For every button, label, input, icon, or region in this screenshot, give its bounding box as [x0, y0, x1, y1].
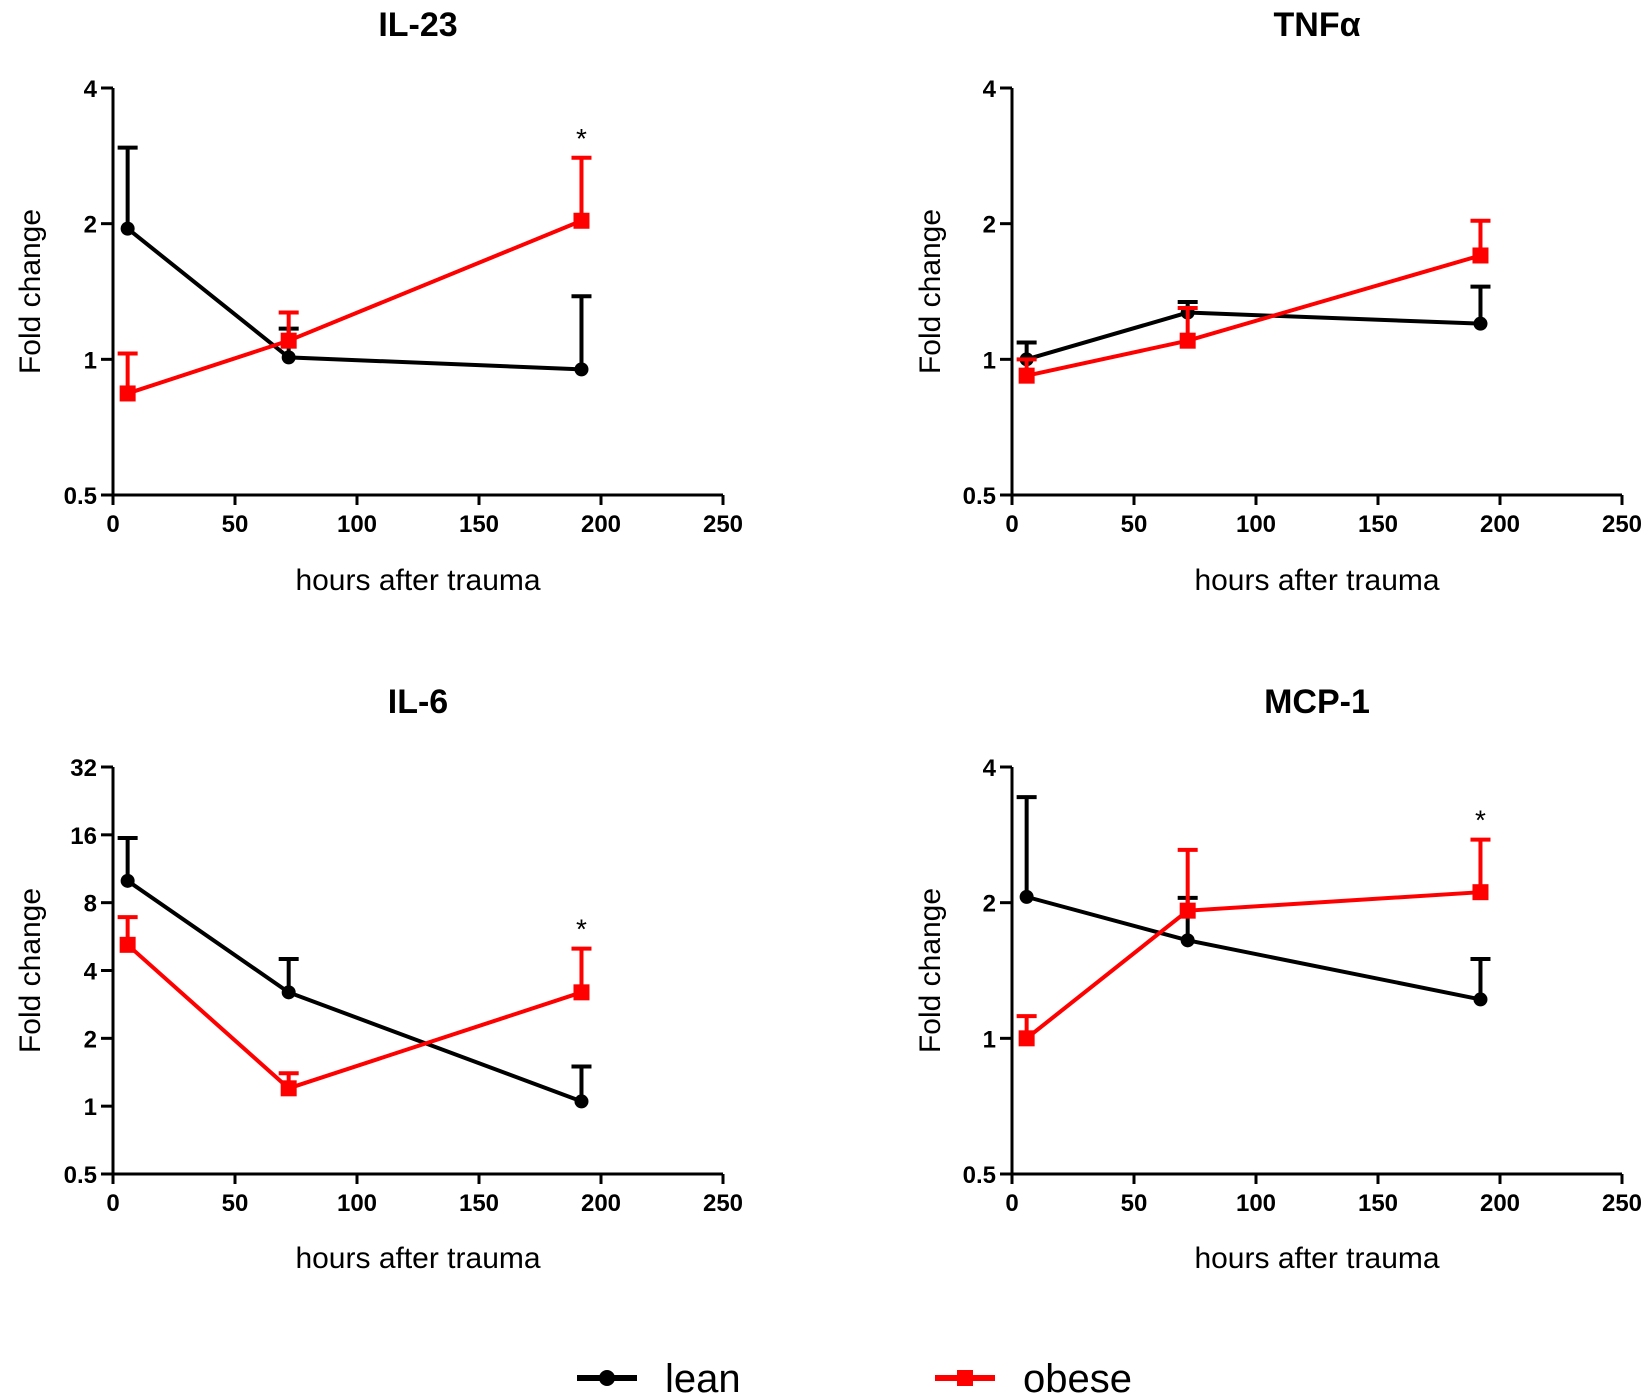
chart-title: MCP-1 [1264, 683, 1370, 721]
y-tick-label: 2 [983, 891, 996, 918]
x-axis-label: hours after trauma [295, 1242, 540, 1275]
legend: lean obese [577, 1357, 1132, 1393]
series-lean [117, 835, 592, 1109]
x-tick-label: 0 [1005, 1190, 1018, 1217]
data-point [574, 1094, 589, 1109]
x-tick-label: 0 [1005, 511, 1018, 538]
x-axis-label: hours after trauma [1194, 564, 1439, 597]
x-tick-label: 250 [703, 1190, 743, 1217]
series-obese [117, 915, 592, 1097]
chart-title: IL-23 [378, 6, 457, 44]
x-tick-label: 0 [106, 511, 119, 538]
significance-marker: * [576, 123, 587, 154]
x-tick-label: 200 [1480, 1190, 1520, 1217]
significance-marker: * [576, 914, 587, 945]
data-point [120, 873, 135, 888]
y-axis-label: Fold change [14, 888, 47, 1053]
y-tick-label: 1 [84, 347, 97, 374]
data-point [280, 332, 297, 349]
legend-lean-label: lean [665, 1357, 741, 1393]
panel-mcp-1: MCP-1 0 50 100 150 200 250 0.5 1 2 4 hours after tr… [914, 683, 1642, 1275]
y-tick-label: 1 [84, 1094, 97, 1121]
x-tick-label: 250 [1602, 511, 1642, 538]
y-tick-label: 4 [983, 76, 997, 103]
x-tick-label: 0 [106, 1190, 119, 1217]
y-tick-label: 0.5 [963, 1162, 996, 1189]
x-tick-label: 250 [703, 511, 743, 538]
chart-title: TNFα [1274, 6, 1361, 44]
y-tick-label: 0.5 [963, 483, 996, 510]
x-axis-label: hours after trauma [295, 564, 540, 597]
y-axis-label: Fold change [14, 209, 47, 374]
x-tick-label: 150 [459, 1190, 499, 1217]
y-tick-label: 2 [84, 1026, 97, 1053]
data-point [1179, 332, 1196, 349]
series-obese [1016, 218, 1491, 384]
data-point [1018, 1030, 1035, 1047]
y-tick-label: 8 [84, 891, 97, 918]
y-tick-label: 0.5 [64, 483, 97, 510]
y-tick-label: 2 [983, 212, 996, 239]
x-tick-label: 100 [337, 1190, 377, 1217]
data-point [1179, 902, 1196, 919]
x-tick-label: 200 [581, 511, 621, 538]
x-tick-label: 100 [1236, 511, 1276, 538]
series-lean [1016, 795, 1491, 1007]
data-point [573, 984, 590, 1001]
data-point [1472, 884, 1489, 901]
data-point [1472, 247, 1489, 264]
x-tick-label: 50 [222, 1190, 249, 1217]
y-tick-label: 4 [84, 76, 98, 103]
y-tick-label: 32 [70, 755, 97, 782]
x-tick-label: 250 [1602, 1190, 1642, 1217]
x-tick-label: 50 [1121, 511, 1148, 538]
data-point [1019, 889, 1034, 904]
x-tick-label: 150 [1358, 1190, 1398, 1217]
data-point [1018, 367, 1035, 384]
panel-tnf-: TNFα 0 50 100 150 200 250 0.5 1 2 4 hours after tra… [914, 6, 1642, 597]
legend-lean-marker [599, 1370, 615, 1386]
y-tick-label: 16 [70, 823, 97, 850]
data-point [281, 350, 296, 365]
x-axis-label: hours after trauma [1194, 1242, 1439, 1275]
data-point [281, 985, 296, 1000]
series-obese [1016, 837, 1491, 1047]
y-tick-label: 2 [84, 212, 97, 239]
y-axis-label: Fold change [914, 209, 947, 374]
y-tick-label: 4 [983, 755, 997, 782]
data-point [574, 362, 589, 377]
chart-title: IL-6 [388, 683, 448, 721]
data-point [1473, 316, 1488, 331]
y-axis-label: Fold change [914, 888, 947, 1053]
y-tick-label: 1 [983, 1026, 996, 1053]
panel-il-23: IL-23 0 50 100 150 200 250 0.5 1 2 4 hours after tr… [14, 6, 743, 597]
x-tick-label: 150 [1358, 511, 1398, 538]
legend-obese-label: obese [1023, 1357, 1132, 1393]
x-tick-label: 200 [581, 1190, 621, 1217]
x-tick-label: 100 [1236, 1190, 1276, 1217]
x-tick-label: 200 [1480, 511, 1520, 538]
data-point [120, 221, 135, 236]
significance-marker: * [1475, 805, 1486, 836]
panel-il-6: IL-6 0 50 100 150 200 250 0.5 1 2 4 8 16 32 hours afte… [14, 683, 743, 1275]
data-point [280, 1080, 297, 1097]
x-tick-label: 50 [222, 511, 249, 538]
y-tick-label: 1 [983, 347, 996, 374]
data-point [1473, 992, 1488, 1007]
data-point [119, 936, 136, 953]
data-point [573, 212, 590, 229]
data-point [1180, 933, 1195, 948]
series-lean [1016, 284, 1491, 367]
series-lean [117, 145, 592, 377]
data-point [119, 385, 136, 402]
x-tick-label: 50 [1121, 1190, 1148, 1217]
y-tick-label: 0.5 [64, 1162, 97, 1189]
y-tick-label: 4 [84, 959, 98, 986]
legend-obese-marker [957, 1370, 973, 1386]
series-obese [117, 155, 592, 402]
x-tick-label: 150 [459, 511, 499, 538]
x-tick-label: 100 [337, 511, 377, 538]
